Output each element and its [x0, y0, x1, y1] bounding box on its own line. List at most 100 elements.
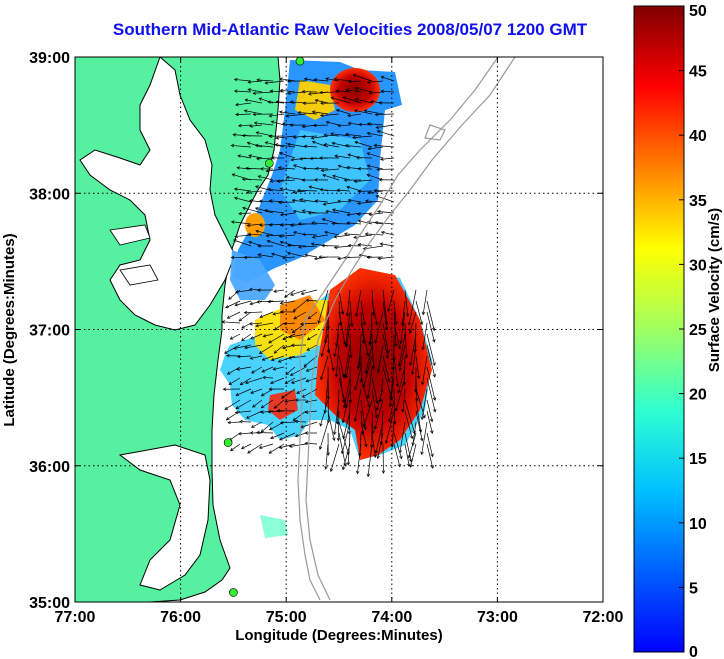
velocity-arrowhead: [278, 200, 282, 205]
velocity-arrowhead: [254, 185, 259, 189]
velocity-arrow: [348, 80, 362, 83]
velocity-arrowhead: [347, 430, 352, 435]
velocity-arrowhead: [333, 353, 337, 358]
velocity-arrowhead: [230, 220, 235, 224]
y-axis-ticks: 39:00 38:00 37:00 36:00 35:00: [29, 50, 603, 612]
velocity-arrow: [267, 188, 285, 192]
velocity-arrow: [261, 399, 274, 409]
velocity-arrowhead: [313, 78, 318, 82]
velocity-arrow: [268, 333, 285, 344]
velocity-arrowhead: [311, 221, 315, 225]
velocity-arrowhead: [306, 336, 311, 341]
velocity-arrow: [346, 322, 351, 348]
velocity-arrowhead: [290, 380, 295, 384]
velocity-arrowhead: [294, 398, 299, 402]
velocity-arrowhead: [375, 407, 379, 411]
velocity-arrowhead: [244, 98, 249, 102]
velocity-arrowhead: [419, 321, 424, 326]
velocity-arrow: [319, 421, 329, 450]
velocity-arrow: [412, 344, 417, 375]
colorbar-tick-label: 15: [689, 451, 707, 468]
velocity-arrowhead: [314, 98, 319, 103]
velocity-arrowhead: [309, 156, 313, 161]
velocity-arrow: [300, 421, 318, 428]
velocity-arrow: [369, 322, 373, 345]
velocity-arrow: [249, 322, 263, 325]
velocity-arrowhead: [319, 423, 323, 427]
velocity-arrowhead: [257, 244, 261, 248]
velocity-arrow: [426, 377, 436, 412]
velocity-arrowhead: [276, 179, 281, 184]
velocity-arrowhead: [397, 390, 401, 394]
velocity-arrowhead: [401, 409, 405, 413]
velocity-arrowhead: [408, 330, 413, 334]
velocity-arrowhead: [225, 417, 230, 421]
velocity-arrow: [254, 122, 274, 126]
velocity-arrowhead: [234, 303, 239, 307]
velocity-arrow: [332, 223, 351, 225]
velocity-arrow: [357, 443, 362, 474]
velocity-arrow: [297, 189, 318, 192]
velocity-arrow: [348, 245, 362, 247]
velocity-arrowhead: [268, 340, 272, 344]
velocity-arrow: [395, 377, 406, 412]
velocity-arrow: [410, 443, 417, 468]
velocity-arrow: [377, 130, 395, 137]
velocity-arrowhead: [410, 371, 415, 376]
velocity-arrowhead: [278, 110, 283, 114]
velocity-arrow: [404, 410, 413, 439]
velocity-arrowhead: [275, 136, 279, 140]
velocity-arrowhead: [259, 223, 263, 227]
velocity-arrowhead: [385, 355, 390, 359]
velocity-arrowhead: [231, 173, 236, 177]
velocity-arrow: [393, 355, 399, 387]
velocity-arrowhead: [221, 320, 226, 324]
velocity-arrowhead: [432, 362, 436, 367]
velocity-arrow: [257, 300, 274, 303]
velocity-arrowhead: [325, 77, 329, 81]
velocity-arrow: [344, 344, 351, 377]
x-tick-label: 73:00: [477, 609, 518, 626]
velocity-arrowhead: [337, 164, 342, 169]
velocity-arrowhead: [250, 390, 254, 394]
velocity-arrow: [237, 167, 252, 170]
velocity-arrowhead: [265, 234, 270, 238]
velocity-arrow: [230, 333, 241, 340]
velocity-arrow: [377, 344, 384, 373]
velocity-arrow: [338, 421, 349, 455]
velocity-arrow: [279, 78, 296, 82]
velocity-arrow: [225, 300, 241, 308]
velocity-arrowhead: [222, 387, 227, 391]
velocity-arrowhead: [368, 91, 373, 95]
velocity-arrow: [303, 167, 318, 170]
velocity-arrowhead: [261, 369, 265, 373]
velocity-arrow: [371, 410, 374, 434]
velocity-arrowhead: [366, 131, 371, 136]
velocity-arrowhead: [279, 421, 284, 425]
velocity-arrow: [285, 366, 296, 375]
velocity-arrow: [265, 80, 285, 84]
velocity-arrow: [268, 101, 285, 104]
velocity-arrowhead: [224, 406, 229, 410]
velocity-arrowhead: [357, 243, 362, 247]
velocity-arrowhead: [256, 430, 260, 435]
velocity-arrowhead: [270, 380, 274, 385]
velocity-arrowhead: [366, 173, 371, 177]
velocity-arrow: [389, 377, 395, 407]
velocity-arrow: [337, 200, 351, 203]
velocity-arrow: [300, 322, 318, 325]
velocity-arrowhead: [279, 437, 283, 441]
velocity-arrowhead: [397, 463, 401, 468]
velocity-arrowhead: [257, 253, 261, 257]
y-tick-label: 37:00: [29, 323, 70, 340]
velocity-arrowhead: [346, 165, 350, 170]
velocity-arrowhead: [325, 120, 330, 125]
velocity-arrow: [426, 399, 433, 422]
velocity-arrowhead: [321, 243, 325, 248]
velocity-arrow: [287, 252, 307, 258]
velocity-arrowhead: [236, 354, 241, 359]
velocity-arrowhead: [333, 431, 337, 436]
velocity-arrow: [325, 443, 329, 470]
velocity-arrow: [352, 135, 373, 139]
